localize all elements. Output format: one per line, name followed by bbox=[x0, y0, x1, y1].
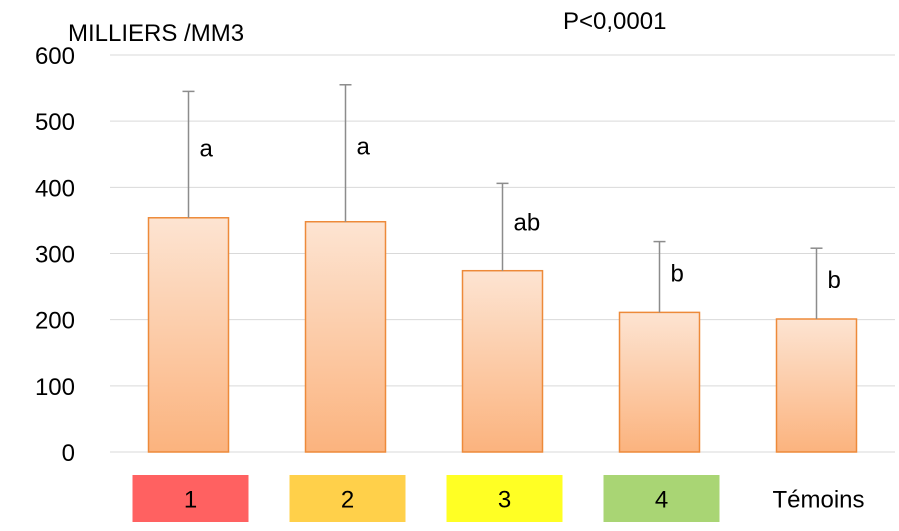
p-value-annotation: P<0,0001 bbox=[563, 8, 666, 35]
y-tick-label: 500 bbox=[35, 109, 75, 136]
significance-label-5: b bbox=[828, 267, 841, 294]
y-tick-label: 400 bbox=[35, 175, 75, 202]
category-box-3 bbox=[446, 475, 563, 522]
y-tick-label: 200 bbox=[35, 308, 75, 335]
bars bbox=[147, 217, 858, 453]
y-tick-label: 0 bbox=[62, 440, 75, 467]
significance-label-2: a bbox=[357, 133, 371, 160]
significance-labels: a a ab b b bbox=[200, 133, 841, 294]
category-label-5: Témoins bbox=[772, 487, 864, 514]
y-tick-label: 300 bbox=[35, 242, 75, 269]
bar-1 bbox=[147, 217, 230, 453]
category-label-3: 3 bbox=[498, 487, 511, 514]
significance-label-1: a bbox=[200, 135, 214, 162]
significance-label-3: ab bbox=[514, 210, 541, 237]
category-label-2: 2 bbox=[341, 487, 354, 514]
category-box-2 bbox=[289, 475, 406, 522]
category-label-1: 1 bbox=[184, 487, 197, 514]
y-axis-label: MILLIERS /MM3 bbox=[68, 20, 244, 47]
bar-3 bbox=[461, 269, 544, 453]
y-tick-label: 100 bbox=[35, 374, 75, 401]
bar-2 bbox=[304, 220, 387, 453]
significance-label-4: b bbox=[671, 260, 684, 287]
bar-5 bbox=[775, 318, 858, 453]
y-tick-label: 600 bbox=[35, 43, 75, 70]
category-label-4: 4 bbox=[655, 487, 668, 514]
category-box-1 bbox=[132, 475, 249, 522]
y-axis-ticks: 0 100 200 300 400 500 600 bbox=[35, 43, 75, 467]
category-box-4 bbox=[603, 475, 720, 522]
category-boxes: 1 2 3 4 Témoins bbox=[132, 475, 865, 522]
bar-4 bbox=[618, 311, 701, 453]
error-bars bbox=[182, 84, 823, 320]
